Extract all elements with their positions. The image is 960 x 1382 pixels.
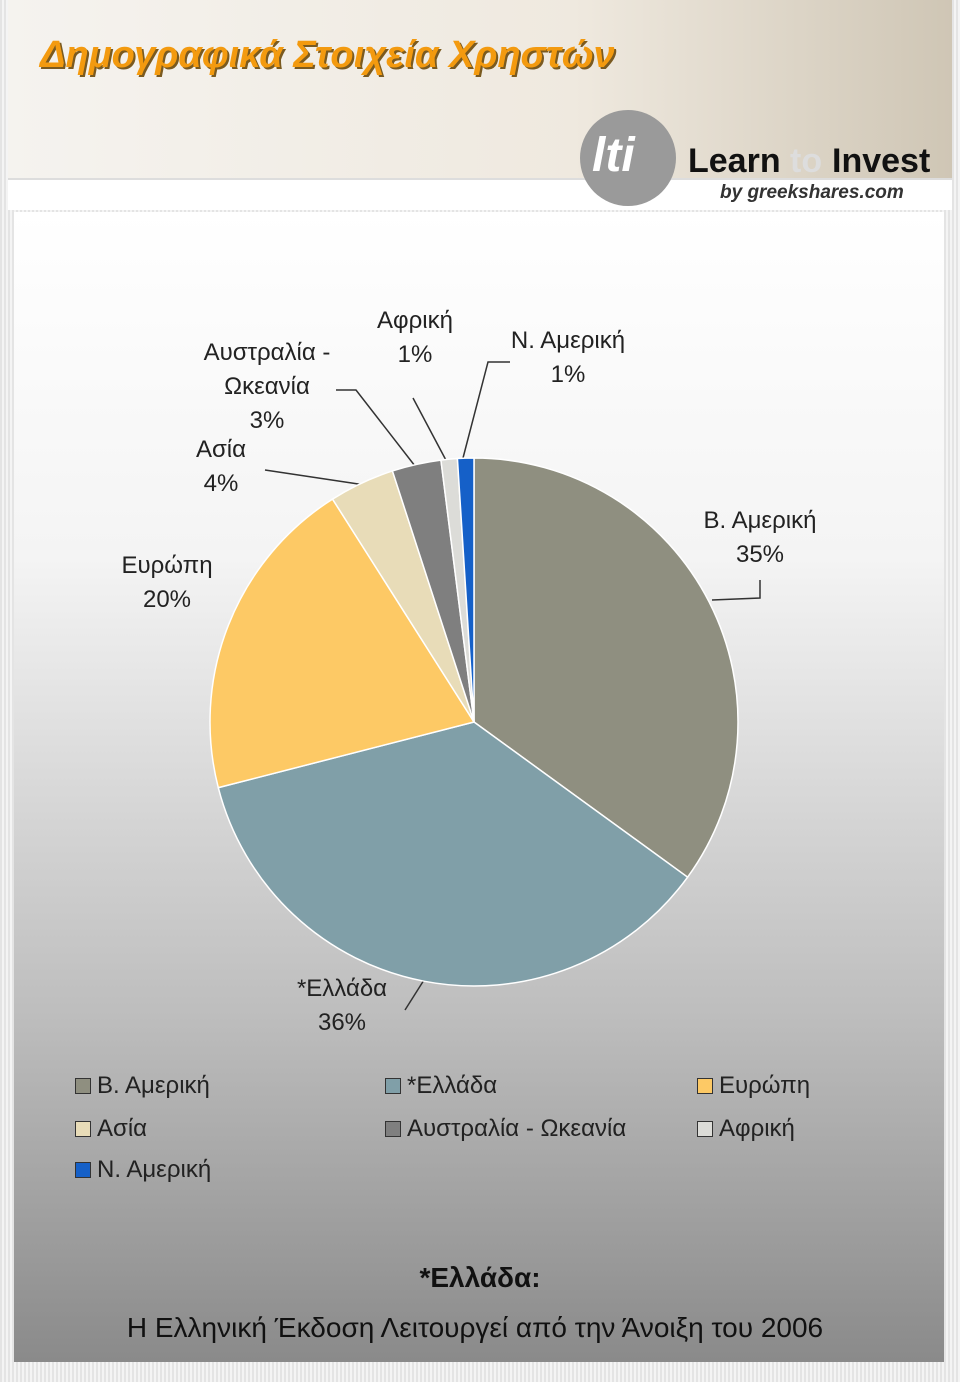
logo-learn: Learn <box>688 142 781 180</box>
legend-label: *Ελλάδα <box>407 1072 498 1099</box>
legend-label: Αφρική <box>719 1115 795 1142</box>
legend-label: Αυστραλία - Ωκεανία <box>407 1115 627 1142</box>
legend-label: Ευρώπη <box>719 1072 811 1099</box>
data-label-name: Αφρική <box>377 307 453 334</box>
leader-line <box>412 397 449 465</box>
data-label-name: Ευρώπη <box>121 552 213 579</box>
legend-swatch <box>697 1078 713 1094</box>
legend-label: Ν. Αμερική <box>97 1156 212 1183</box>
legend-swatch <box>385 1078 401 1094</box>
header-band <box>8 178 952 210</box>
legend-label: Ασία <box>97 1115 148 1142</box>
data-label-name: *Ελλάδα <box>296 975 388 1002</box>
data-label-name: Ασία <box>195 436 247 463</box>
pie-slice <box>217 721 689 987</box>
header <box>8 0 952 210</box>
legend-swatch <box>75 1162 91 1178</box>
data-label-name: Β. Αμερική <box>703 507 817 534</box>
data-label: *Ελλάδα 36% <box>242 972 442 1040</box>
leader-line <box>264 469 366 486</box>
logo-by: by greekshares.com <box>720 182 904 203</box>
leader-line <box>711 580 761 601</box>
data-label-name: Ν. Αμερική <box>510 327 626 354</box>
logo-circle <box>580 110 676 206</box>
leader-line <box>462 361 510 459</box>
legend-label: Β. Αμερική <box>97 1072 210 1099</box>
leader-line <box>404 979 425 1011</box>
logo-to: to <box>790 142 823 180</box>
data-label: Ευρώπη 20% <box>67 549 267 617</box>
data-label-value: 4% <box>203 470 239 497</box>
data-label: Αυστραλία - Ωκεανία 3% <box>182 336 352 438</box>
data-label-value: 36% <box>317 1009 367 1036</box>
pie-slice <box>209 498 476 789</box>
data-label-value: 1% <box>550 361 586 388</box>
data-label-value: 3% <box>249 407 285 434</box>
legend-swatch <box>385 1121 401 1137</box>
pie-slice <box>456 457 475 723</box>
data-label-value: 20% <box>142 586 192 613</box>
title: Δημογραφικά Στοιχεία Χρηστών <box>40 34 615 76</box>
data-label: Αφρική 1% <box>340 304 490 372</box>
data-label-name: Αυστραλία - Ωκεανία <box>203 339 331 400</box>
data-label-value: 35% <box>735 541 785 568</box>
data-label-value: 1% <box>397 341 433 368</box>
footnote-text: Η Ελληνική Έκδοση Λειτουργεί από την Άνο… <box>126 1312 824 1343</box>
legend-swatch <box>697 1121 713 1137</box>
legend-swatch <box>75 1078 91 1094</box>
data-label: Β. Αμερική 35% <box>660 504 860 572</box>
data-label: Ασία 4% <box>121 433 321 501</box>
logo-mark: lti <box>592 129 635 182</box>
pie-slice <box>473 457 739 879</box>
leader-line <box>336 389 416 467</box>
footnote-heading: *Ελλάδα: <box>419 1262 541 1293</box>
legend-swatch <box>75 1121 91 1137</box>
logo-invest: Invest <box>832 142 931 180</box>
data-label: Ν. Αμερική 1% <box>468 324 668 392</box>
